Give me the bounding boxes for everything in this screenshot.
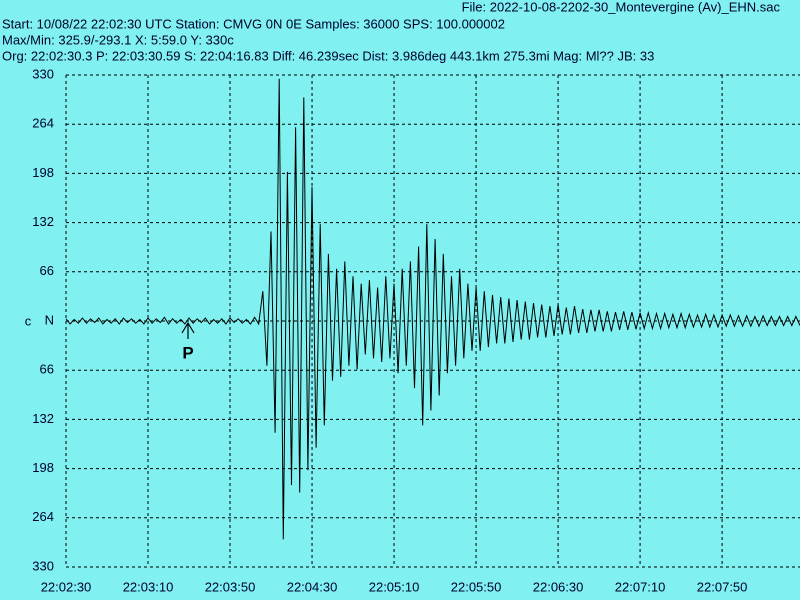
y-tick-label: N [45, 312, 54, 327]
x-tick-label: 22:07:10 [615, 579, 666, 594]
channel-label: c [25, 313, 32, 328]
annotation-label: P [182, 343, 193, 362]
y-tick-label: 264 [32, 509, 54, 524]
y-tick-label: 330 [32, 66, 54, 81]
waveform [65, 78, 800, 540]
x-tick-label: 22:02:30 [41, 579, 92, 594]
x-tick-label: 22:05:10 [369, 579, 420, 594]
x-tick-label: 22:03:10 [123, 579, 174, 594]
y-tick-label: 198 [32, 165, 54, 180]
x-tick-label: 22:05:50 [451, 579, 502, 594]
info-line: Org: 22:02:30.3 P: 22:03:30.59 S: 22:04:… [2, 48, 654, 63]
y-tick-label: 264 [32, 116, 54, 131]
y-tick-label: 198 [32, 460, 54, 475]
x-tick-label: 22:07:50 [697, 579, 748, 594]
y-tick-label: 132 [32, 411, 54, 426]
y-tick-label: 330 [32, 558, 54, 573]
x-tick-label: 22:06:30 [533, 579, 584, 594]
file-name: File: 2022-10-08-2202-30_Montevergine (A… [462, 0, 781, 14]
x-tick-label: 22:04:30 [287, 579, 338, 594]
info-line: Start: 10/08/22 22:02:30 UTC Station: CM… [2, 16, 505, 31]
info-line: Max/Min: 325.9/-293.1 X: 5:59.0 Y: 330c [2, 32, 234, 47]
x-tick-label: 22:03:50 [205, 579, 256, 594]
y-tick-label: 132 [32, 214, 54, 229]
y-tick-label: 66 [40, 263, 54, 278]
annotation-arrow [181, 321, 195, 339]
y-tick-label: 66 [40, 362, 54, 377]
